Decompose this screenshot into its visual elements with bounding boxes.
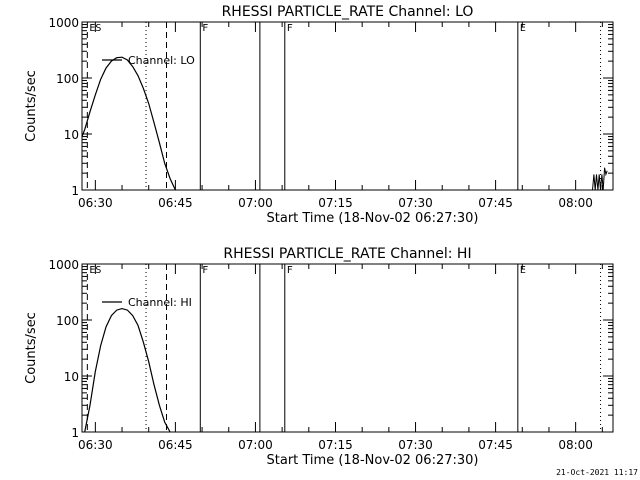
x-axis-label: Start Time (18-Nov-02 06:27:30) [267, 453, 479, 468]
x-tick-label: 06:45 [158, 438, 193, 452]
chart-title: RHESSI PARTICLE_RATE Channel: LO [222, 4, 474, 20]
series-line-late [592, 167, 608, 191]
y-tick-label: 100 [56, 314, 79, 328]
y-tick-label: 10 [64, 370, 79, 384]
x-tick-label: 07:45 [478, 196, 513, 210]
x-tick-label: 06:30 [78, 196, 113, 210]
y-axis-label: Counts/sec [24, 70, 39, 142]
y-tick-label: 1000 [48, 258, 79, 272]
event-marker-label: F [202, 23, 208, 34]
lo-channel-panel: RHESSI PARTICLE_RATE Channel: LO 1 10 100 10… [24, 4, 614, 226]
footer-timestamp: 21-Oct-2021 11:17 [556, 468, 638, 477]
x-axis-label: Start Time (18-Nov-02 06:27:30) [267, 211, 479, 226]
plot-frame [81, 263, 614, 433]
plot-frame [81, 21, 614, 191]
x-tick-label: 06:30 [78, 438, 113, 452]
x-tick-label: 08:00 [558, 196, 593, 210]
x-tick-label: 07:30 [398, 438, 433, 452]
x-tick-label: 06:45 [158, 196, 193, 210]
event-marker-label: ES [89, 23, 101, 34]
y-tick-label: 1 [71, 426, 79, 440]
series-line [81, 56, 176, 191]
event-marker-label: F [287, 23, 293, 34]
event-marker-label: F [202, 265, 208, 276]
legend-label: Channel: HI [128, 296, 192, 309]
y-tick-label: 10 [64, 128, 79, 142]
y-tick-label: 1 [71, 184, 79, 198]
legend-label: Channel: LO [128, 54, 195, 67]
hi-channel-panel: RHESSI PARTICLE_RATE Channel: HI 1 10 100 10… [24, 246, 614, 468]
y-axis-label: Counts/sec [24, 312, 39, 384]
x-tick-label: 07:15 [318, 196, 353, 210]
y-tick-label: 100 [56, 72, 79, 86]
x-tick-label: 07:00 [238, 196, 273, 210]
event-marker-label: ES [89, 265, 101, 276]
event-marker-label: F [287, 265, 293, 276]
x-tick-label: 07:45 [478, 438, 513, 452]
event-marker-label: E [520, 23, 526, 34]
series-line [84, 307, 171, 433]
x-tick-label: 08:00 [558, 438, 593, 452]
x-tick-label: 07:15 [318, 438, 353, 452]
y-tick-label: 1000 [48, 16, 79, 30]
x-tick-label: 07:00 [238, 438, 273, 452]
x-tick-label: 07:30 [398, 196, 433, 210]
event-marker-label: E [520, 265, 526, 276]
chart-title: RHESSI PARTICLE_RATE Channel: HI [223, 246, 471, 262]
